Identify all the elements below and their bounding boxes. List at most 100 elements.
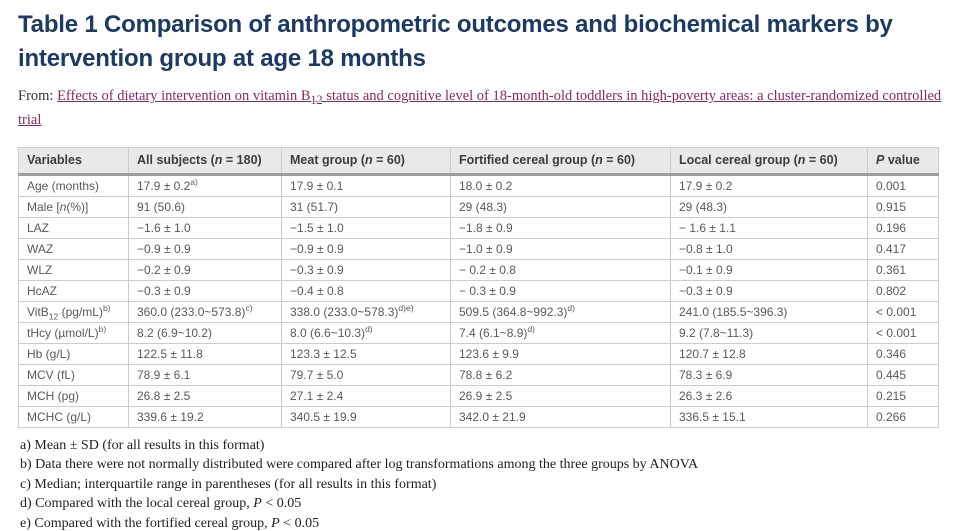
cell-p-value: 0.196 xyxy=(867,216,939,239)
cell-local-cereal-group: 120.7 ± 12.8 xyxy=(670,342,868,365)
footnotes: a) Mean ± SD (for all results in this fo… xyxy=(18,438,942,531)
table-row: VitB12 (pg/mL)b) 360.0 (233.0~573.8)c) 338… xyxy=(18,300,939,323)
cell-meat-group: −1.5 ± 1.0 xyxy=(281,216,451,239)
cell-local-cereal-group: −0.1 ± 0.9 xyxy=(670,258,868,281)
cell-all-subjects: 122.5 ± 11.8 xyxy=(128,342,282,365)
cell-all-subjects: −0.3 ± 0.9 xyxy=(128,279,282,302)
table-row: Age (months) 17.9 ± 0.2a) 17.9 ± 0.1 18.0 ±… xyxy=(18,173,939,197)
cell-meat-group: 123.3 ± 12.5 xyxy=(281,342,451,365)
cell-fortified-cereal-group: 26.9 ± 2.5 xyxy=(450,384,671,407)
cell-meat-group: 8.0 (6.6~10.3)d) xyxy=(281,321,451,344)
footnote-e: e) Compared with the fortified cereal gr… xyxy=(20,515,320,531)
cell-p-value: < 0.001 xyxy=(867,300,939,323)
cell-fortified-cereal-group: 18.0 ± 0.2 xyxy=(450,173,671,197)
cell-fortified-cereal-group: −1.0 ± 0.9 xyxy=(450,237,671,260)
cell-local-cereal-group: 9.2 (7.8~11.3) xyxy=(670,321,868,344)
table-row: WAZ −0.9 ± 0.9 −0.9 ± 0.9 −1.0 ± 0.9 −0.8 ± … xyxy=(18,237,939,260)
cell-meat-group: 340.5 ± 19.9 xyxy=(281,405,451,428)
cell-meat-group: 338.0 (233.0~578.3)d)e) xyxy=(281,300,451,323)
cell-all-subjects: 339.6 ± 19.2 xyxy=(128,405,282,428)
row-label: Hb (g/L) xyxy=(18,342,129,365)
article-link[interactable]: Effects of dietary intervention on vitam… xyxy=(18,88,942,128)
table-body: Age (months) 17.9 ± 0.2a) 17.9 ± 0.1 18.0 ±… xyxy=(18,173,939,428)
table-row: Male [n(%)] 91 (50.6) 31 (51.7) 29 (48.3) 29… xyxy=(18,195,939,218)
row-label: WLZ xyxy=(18,258,129,281)
cell-p-value: 0.215 xyxy=(867,384,939,407)
cell-all-subjects: −0.2 ± 0.9 xyxy=(128,258,282,281)
cell-all-subjects: 360.0 (233.0~573.8)c) xyxy=(128,300,282,323)
cell-local-cereal-group: 17.9 ± 0.2 xyxy=(670,173,868,197)
row-label: VitB12 (pg/mL)b) xyxy=(18,300,129,323)
cell-all-subjects: 91 (50.6) xyxy=(128,195,282,218)
table-row: WLZ −0.2 ± 0.9 −0.3 ± 0.9− 0.2 ± 0.8 −0.1 ±… xyxy=(18,258,939,281)
footnote-c: c) Median; interquartile range in parent… xyxy=(20,476,437,492)
cell-local-cereal-group: 29 (48.3) xyxy=(670,195,868,218)
cell-p-value: 0.417 xyxy=(867,237,939,260)
table-row: Hb (g/L) 122.5 ± 11.8 123.3 ± 12.5 123.6 ± … xyxy=(18,342,939,365)
cell-meat-group: 27.1 ± 2.4 xyxy=(281,384,451,407)
cell-all-subjects: 17.9 ± 0.2a) xyxy=(128,173,282,197)
cell-fortified-cereal-group: 29 (48.3) xyxy=(450,195,671,218)
cell-local-cereal-group: 78.3 ± 6.9 xyxy=(670,363,868,386)
table-row: MCHC (g/L) 339.6 ± 19.2 340.5 ± 19.9 342.0 … xyxy=(18,405,939,428)
col-header-meat-group: Meat group (n = 60) xyxy=(281,146,451,176)
row-label: LAZ xyxy=(18,216,129,239)
cell-local-cereal-group: −0.8 ± 1.0 xyxy=(670,237,868,260)
cell-all-subjects: 26.8 ± 2.5 xyxy=(128,384,282,407)
cell-fortified-cereal-group: 7.4 (6.1~8.9)d) xyxy=(450,321,671,344)
from-line: From: Effects of dietary intervention on… xyxy=(18,86,942,130)
cell-p-value: 0.266 xyxy=(867,405,939,428)
cell-meat-group: 17.9 ± 0.1 xyxy=(281,173,451,197)
cell-all-subjects: 78.9 ± 6.1 xyxy=(128,363,282,386)
row-label: WAZ xyxy=(18,237,129,260)
cell-fortified-cereal-group: − 0.3 ± 0.9 xyxy=(450,279,671,302)
footnote-b: b) Data there were not normally distribu… xyxy=(20,457,699,473)
table-row: HcAZ −0.3 ± 0.9 −0.4 ± 0.8− 0.3 ± 0.9 −0.3 … xyxy=(18,279,939,302)
cell-meat-group: −0.3 ± 0.9 xyxy=(281,258,451,281)
cell-fortified-cereal-group: −1.8 ± 0.9 xyxy=(450,216,671,239)
page-title: Table 1 Comparison of anthropometric out… xyxy=(18,11,893,72)
table-row: MCV (fL) 78.9 ± 6.1 79.7 ± 5.0 78.8 ± 6.2 78… xyxy=(18,363,939,386)
row-label: Male [n(%)] xyxy=(18,195,129,218)
row-label: MCV (fL) xyxy=(18,363,129,386)
cell-all-subjects: −1.6 ± 1.0 xyxy=(128,216,282,239)
row-label: tHcy (µmol/L)b) xyxy=(18,321,129,344)
cell-p-value: 0.361 xyxy=(867,258,939,281)
cell-p-value: < 0.001 xyxy=(867,321,939,344)
cell-local-cereal-group: −0.3 ± 0.9 xyxy=(670,279,868,302)
table-row: tHcy (µmol/L)b) 8.2 (6.9~10.2) 8.0 (6.6~10… xyxy=(18,321,939,344)
header-row: Variables All subjects (n = 180) Meat grou… xyxy=(18,146,939,176)
comparison-table: Variables All subjects (n = 180) Meat grou… xyxy=(18,146,939,428)
col-header-local-cereal-group: Local cereal group (n = 60) xyxy=(670,146,868,176)
col-header-variables: Variables xyxy=(18,146,129,176)
cell-fortified-cereal-group: 509.5 (364.8~992.3)d) xyxy=(450,300,671,323)
cell-local-cereal-group: − 1.6 ± 1.1 xyxy=(670,216,868,239)
cell-fortified-cereal-group: 342.0 ± 21.9 xyxy=(450,405,671,428)
cell-all-subjects: 8.2 (6.9~10.2) xyxy=(128,321,282,344)
cell-p-value: 0.445 xyxy=(867,363,939,386)
col-header-all-subjects: All subjects (n = 180) xyxy=(128,146,282,176)
col-header-p-value: P value xyxy=(867,146,939,176)
cell-meat-group: 31 (51.7) xyxy=(281,195,451,218)
row-label: Age (months) xyxy=(18,173,129,197)
row-label: MCH (pg) xyxy=(18,384,129,407)
cell-meat-group: 79.7 ± 5.0 xyxy=(281,363,451,386)
cell-fortified-cereal-group: − 0.2 ± 0.8 xyxy=(450,258,671,281)
table-row: LAZ −1.6 ± 1.0 −1.5 ± 1.0 −1.8 ± 0.9− 1.6 ±… xyxy=(18,216,939,239)
footnote-a: a) Mean ± SD (for all results in this fo… xyxy=(20,437,265,453)
cell-meat-group: −0.9 ± 0.9 xyxy=(281,237,451,260)
cell-p-value: 0.915 xyxy=(867,195,939,218)
from-label: From: xyxy=(18,88,58,104)
footnote-d: d) Compared with the local cereal group,… xyxy=(20,496,302,512)
cell-local-cereal-group: 241.0 (185.5~396.3) xyxy=(670,300,868,323)
table-row: MCH (pg) 26.8 ± 2.5 27.1 ± 2.4 26.9 ± 2.5 26… xyxy=(18,384,939,407)
cell-local-cereal-group: 26.3 ± 2.6 xyxy=(670,384,868,407)
cell-all-subjects: −0.9 ± 0.9 xyxy=(128,237,282,260)
col-header-fortified-cereal-group: Fortified cereal group (n = 60) xyxy=(450,146,671,176)
cell-p-value: 0.346 xyxy=(867,342,939,365)
cell-p-value: 0.001 xyxy=(867,173,939,197)
row-label: HcAZ xyxy=(18,279,129,302)
cell-meat-group: −0.4 ± 0.8 xyxy=(281,279,451,302)
cell-fortified-cereal-group: 78.8 ± 6.2 xyxy=(450,363,671,386)
